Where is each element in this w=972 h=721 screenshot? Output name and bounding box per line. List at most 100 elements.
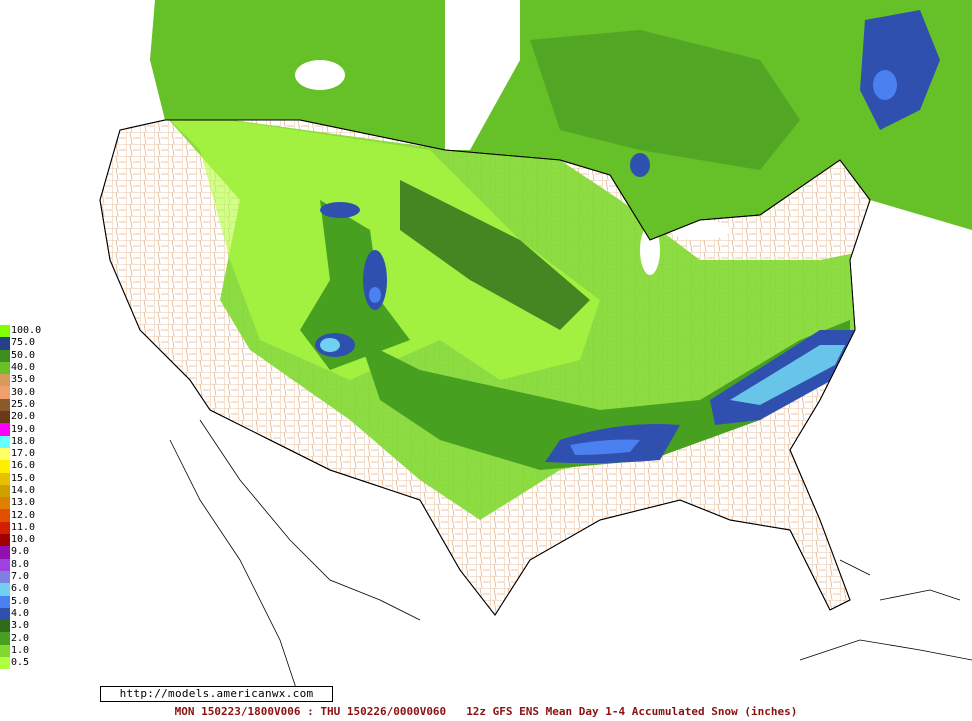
legend-label: 40.0 <box>11 362 36 374</box>
snow-area <box>630 153 650 177</box>
legend-item: 25.0 <box>0 398 60 412</box>
legend-swatch <box>0 325 10 338</box>
canada-snow-heavier <box>530 30 800 170</box>
canada-no-snow <box>445 0 520 150</box>
legend-swatch <box>0 583 10 596</box>
legend-item: 100.0 <box>0 325 60 338</box>
legend-item: 1.0 <box>0 644 60 658</box>
legend-label: 75.0 <box>11 337 36 349</box>
legend-swatch <box>0 509 10 522</box>
legend-swatch <box>0 546 10 559</box>
legend-swatch <box>0 411 10 424</box>
legend-item: 6.0 <box>0 583 60 596</box>
legend-item: 7.0 <box>0 570 60 584</box>
legend-item: 5.0 <box>0 595 60 608</box>
legend-swatch <box>0 435 10 448</box>
coastline <box>169 439 301 701</box>
legend-item: 30.0 <box>0 386 60 399</box>
legend-swatch <box>0 632 10 645</box>
legend-swatch <box>0 472 10 485</box>
legend-swatch <box>0 337 10 350</box>
valid-time: MON 150223/1800V006 : THU 150226/0000V06… <box>174 705 447 718</box>
legend-label: 10.0 <box>11 534 36 546</box>
legend-label: 14.0 <box>11 485 36 496</box>
legend-swatch <box>0 460 10 473</box>
legend-swatch <box>0 644 10 658</box>
legend-item: 13.0 <box>0 497 60 510</box>
legend-swatch <box>0 386 10 399</box>
legend-label: 13.0 <box>11 497 36 509</box>
legend-label: 30.0 <box>11 386 36 398</box>
legend-swatch <box>0 497 10 510</box>
legend-label: 6.0 <box>11 583 30 595</box>
legend-swatch <box>0 607 10 621</box>
legend-item: 19.0 <box>0 423 60 436</box>
legend-label: 20.0 <box>11 411 36 423</box>
legend-item: 15.0 <box>0 472 60 485</box>
snow-areas <box>160 120 870 520</box>
legend-swatch <box>0 657 10 670</box>
legend-swatch <box>0 398 10 412</box>
legend-label: 2.0 <box>11 632 30 644</box>
source-url: http://models.americanwx.com <box>100 686 333 702</box>
legend-swatch <box>0 595 10 608</box>
legend-item: 40.0 <box>0 361 60 375</box>
legend-item: 10.0 <box>0 534 60 547</box>
legend-item: 75.0 <box>0 337 60 350</box>
legend-item: 35.0 <box>0 374 60 387</box>
legend-item: 2.0 <box>0 632 60 645</box>
footer: MON 150223/1800V006 : THU 150226/0000V06… <box>0 705 972 718</box>
legend-item: 50.0 <box>0 349 60 362</box>
legend-swatch <box>0 620 10 633</box>
legend-item: 4.0 <box>0 607 60 621</box>
legend-item: 11.0 <box>0 521 60 535</box>
legend-label: 9.0 <box>11 546 30 558</box>
legend-item: 18.0 <box>0 435 60 448</box>
legend-swatch <box>0 447 10 461</box>
legend: 100.0 75.0 50.0 40.0 35.0 30.0 25.0 20.0 19.0 18.… <box>0 325 60 670</box>
legend-swatch <box>0 484 10 498</box>
canada-no-snow <box>295 60 345 90</box>
legend-swatch <box>0 361 10 375</box>
legend-item: 16.0 <box>0 460 60 473</box>
legend-label: 35.0 <box>11 374 36 386</box>
legend-label: 11.0 <box>11 521 36 533</box>
legend-label: 4.0 <box>11 607 30 619</box>
legend-item: 3.0 <box>0 620 60 633</box>
legend-label: 25.0 <box>11 398 36 410</box>
legend-label: 3.0 <box>11 620 30 632</box>
description: 12z GFS ENS Mean Day 1-4 Accumulated Sno… <box>466 705 798 718</box>
legend-swatch <box>0 374 10 387</box>
legend-item: 9.0 <box>0 546 60 559</box>
legend-label: 17.0 <box>11 448 36 460</box>
legend-label: 19.0 <box>11 423 36 435</box>
legend-swatch <box>0 349 10 362</box>
legend-swatch <box>0 558 10 571</box>
coastline <box>199 419 421 621</box>
legend-item: 12.0 <box>0 509 60 522</box>
legend-label: 50.0 <box>11 349 36 361</box>
snow-area <box>873 70 897 100</box>
legend-swatch <box>0 423 10 436</box>
legend-label: 5.0 <box>11 595 30 607</box>
legend-item: 14.0 <box>0 484 60 498</box>
legend-label: 1.0 <box>11 644 30 656</box>
legend-item: 0.5 <box>0 657 60 670</box>
legend-item: 17.0 <box>0 447 60 461</box>
legend-label: 12.0 <box>11 509 36 521</box>
legend-label: 100.0 <box>11 325 42 337</box>
legend-label: 18.0 <box>11 435 36 447</box>
legend-item: 20.0 <box>0 411 60 424</box>
coastline <box>799 559 972 661</box>
legend-label: 16.0 <box>11 460 36 472</box>
legend-item: 8.0 <box>0 558 60 571</box>
legend-swatch <box>0 534 10 547</box>
legend-swatch <box>0 570 10 584</box>
legend-swatch <box>0 521 10 535</box>
legend-label: 8.0 <box>11 558 30 570</box>
legend-label: 0.5 <box>11 657 30 669</box>
legend-label: 7.0 <box>11 571 30 583</box>
snow-area <box>860 10 940 130</box>
